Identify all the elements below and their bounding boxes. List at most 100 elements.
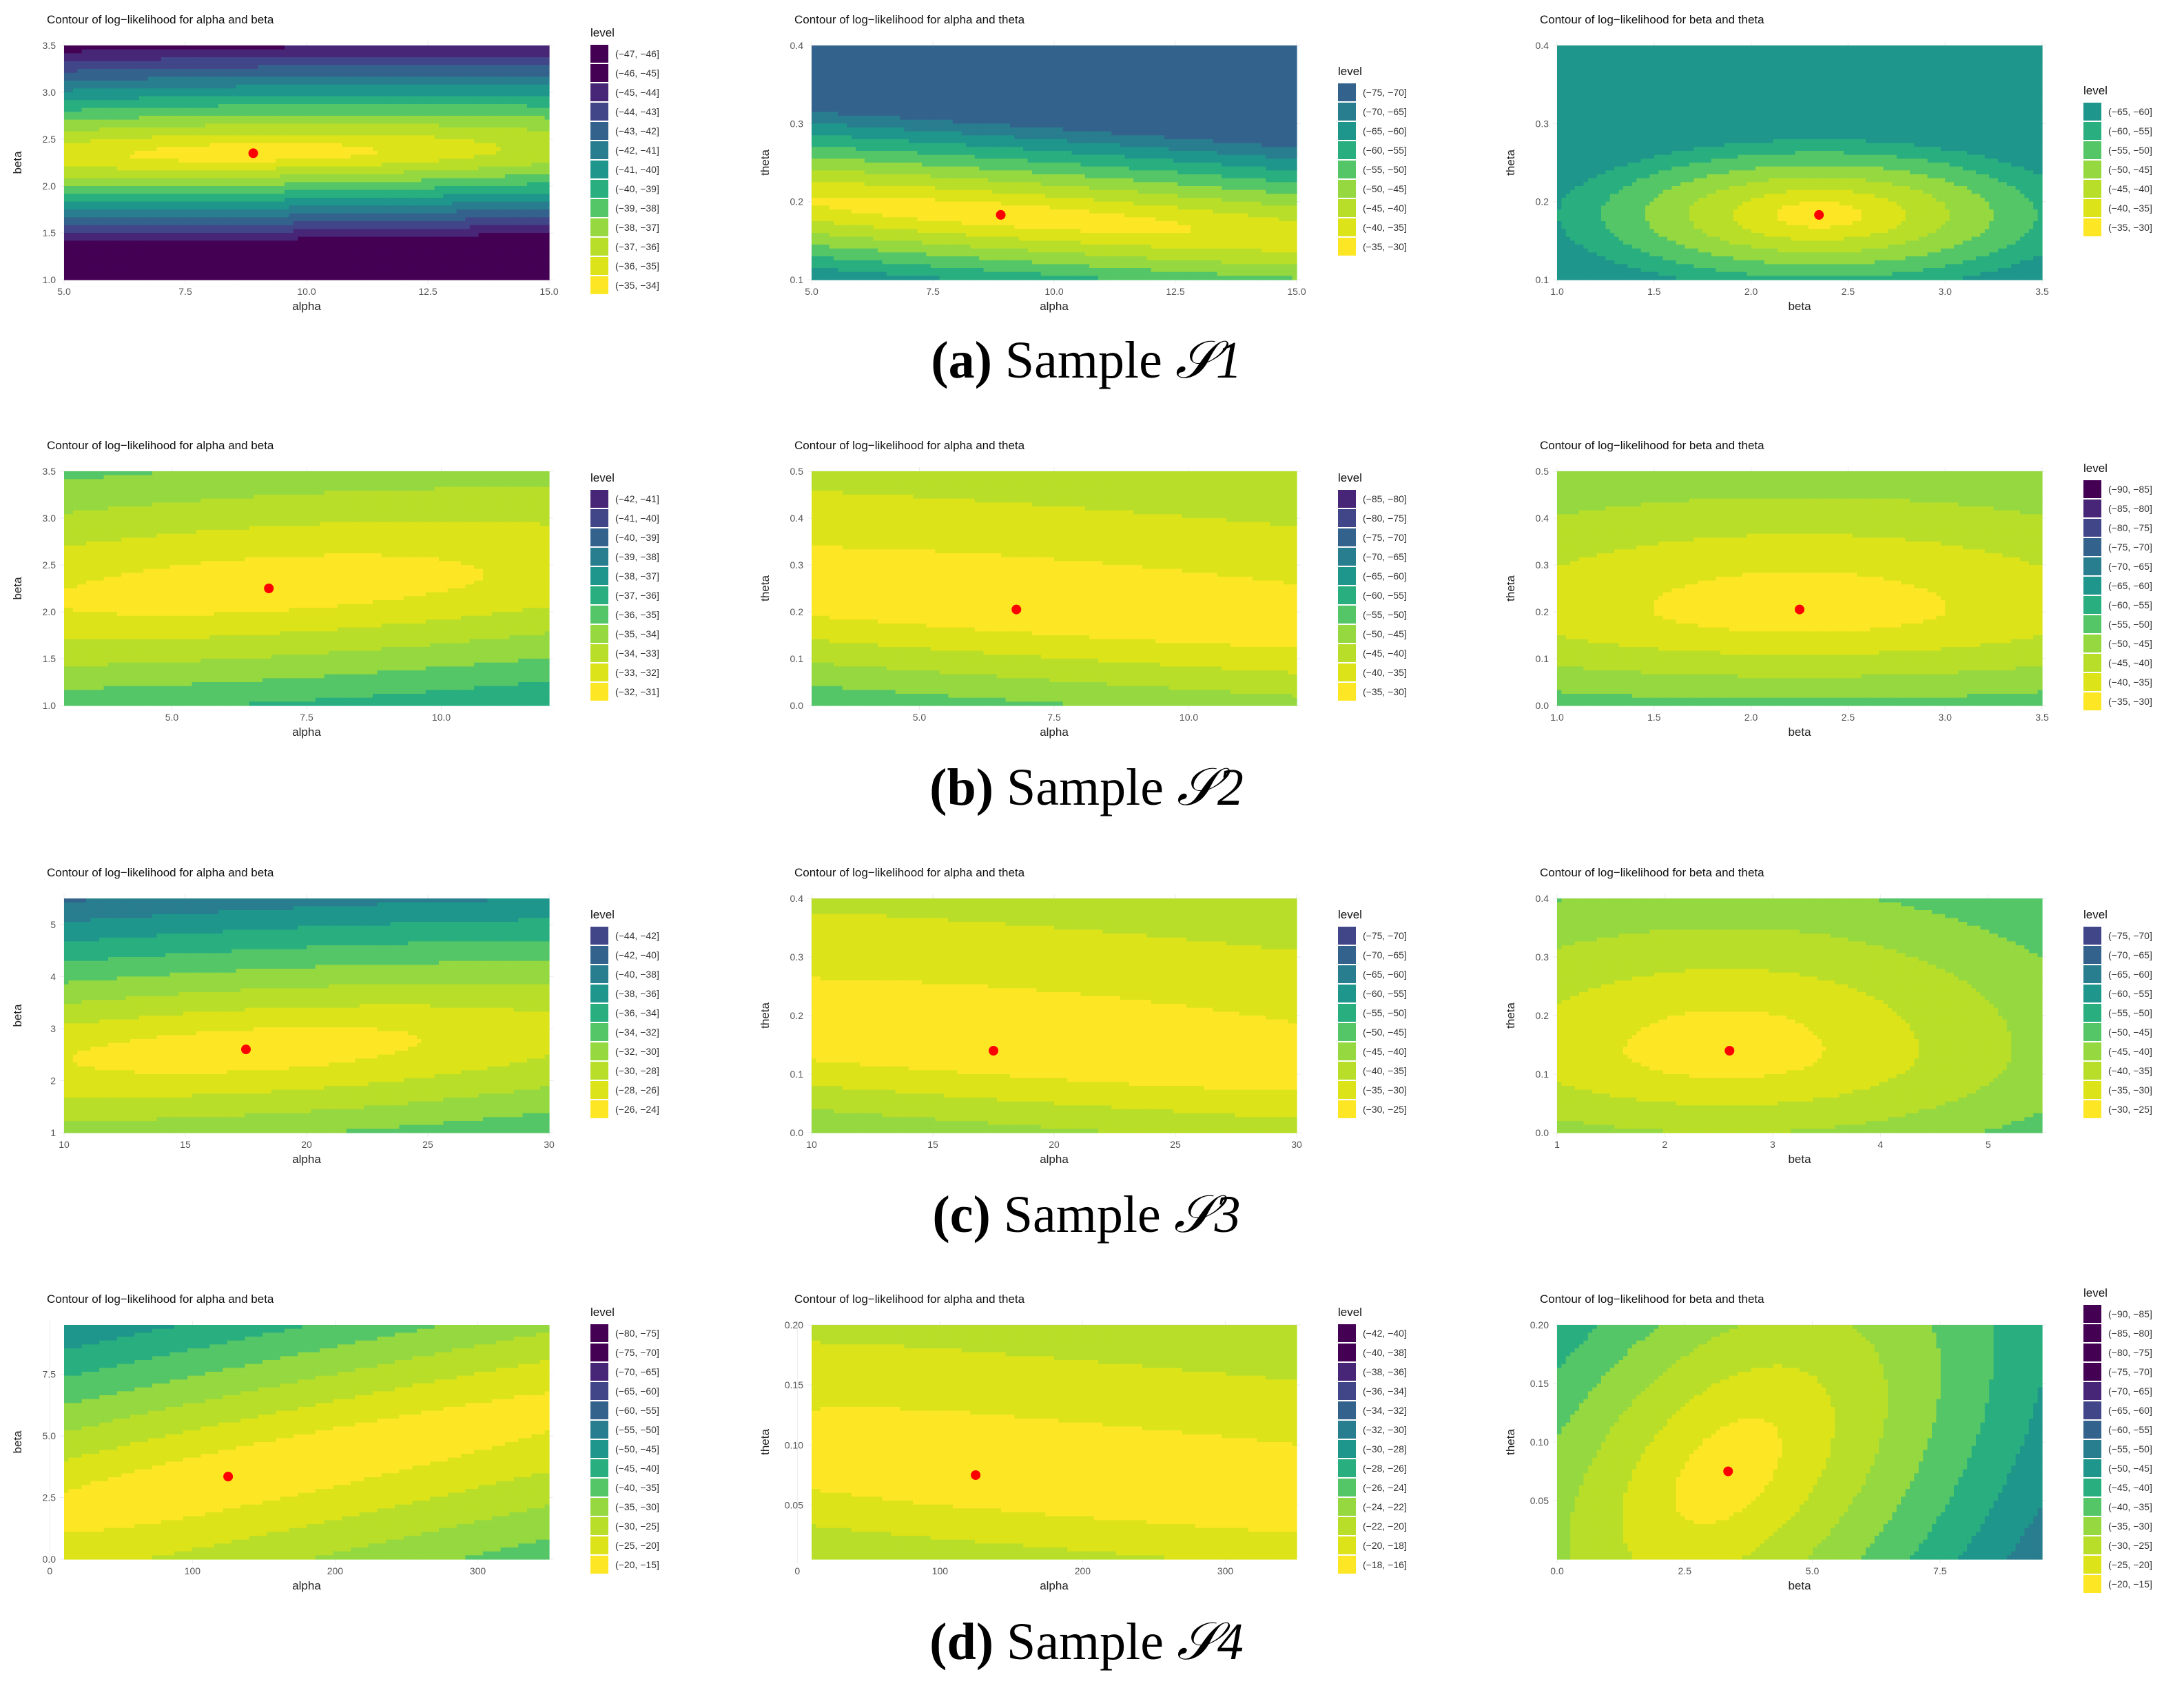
contour-cell [68, 135, 73, 139]
contour-cell [68, 256, 73, 260]
contour-cell [77, 100, 82, 104]
contour-cell [95, 221, 100, 225]
contour-cell [95, 69, 100, 73]
contour-cell [90, 237, 95, 241]
contour-cell [64, 85, 69, 89]
contour-cell [77, 65, 82, 69]
contour-cell [90, 104, 95, 108]
contour-cell [77, 214, 82, 218]
contour-cell [73, 167, 78, 171]
contour-cell [82, 81, 87, 85]
contour-cell [77, 178, 82, 183]
contour-cell [68, 209, 73, 214]
contour-cell [82, 127, 87, 132]
contour-cell [68, 112, 73, 116]
contour-cell [95, 190, 100, 194]
contour-cell [90, 198, 95, 202]
contour-cell [64, 76, 69, 81]
contour-cell [73, 214, 78, 218]
contour-cell [82, 120, 87, 124]
contour-cell [90, 132, 95, 136]
contour-cell [77, 120, 82, 124]
contour-cell [68, 167, 73, 171]
contour-cell [86, 85, 91, 89]
contour-cell [99, 53, 104, 57]
contour-cell [77, 190, 82, 194]
contour-cell [82, 104, 87, 108]
contour-cell [86, 276, 91, 280]
contour-cell [86, 205, 91, 209]
contour-cell [86, 135, 91, 139]
contour-cell [95, 92, 100, 96]
contour-cell [86, 158, 91, 163]
contour-cell [90, 50, 95, 54]
contour-cell [90, 249, 95, 253]
contour-cell [86, 182, 91, 186]
contour-cell [73, 65, 78, 69]
contour-cell [95, 233, 100, 237]
contour-cell [95, 178, 100, 183]
contour-cell [68, 100, 73, 104]
contour-cell [95, 186, 100, 190]
contour-cell [64, 50, 69, 54]
contour-cell [77, 123, 82, 127]
contour-cell [77, 85, 82, 89]
contour-cell [73, 249, 78, 253]
contour-cell [68, 221, 73, 225]
contour-cell [90, 260, 95, 265]
contour-cell [95, 53, 100, 57]
contour-cell [68, 73, 73, 77]
contour-cell [95, 120, 100, 124]
contour-cell [90, 73, 95, 77]
contour-cell [68, 57, 73, 61]
contour-cell [86, 264, 91, 268]
contour-cell [90, 245, 95, 249]
contour-cell [86, 155, 91, 159]
contour-cell [90, 135, 95, 139]
contour-cell [73, 233, 78, 237]
contour-cell [86, 221, 91, 225]
contour-cell [82, 50, 87, 54]
contour-cell [90, 155, 95, 159]
contour-cell [82, 221, 87, 225]
contour-cell [95, 264, 100, 268]
contour-cell [90, 57, 95, 61]
contour-cell [73, 81, 78, 85]
contour-cell [95, 132, 100, 136]
figure-canvas: Contour of log−likelihood for alpha and … [0, 0, 2173, 1708]
contour-cell [95, 57, 100, 61]
contour-cell [64, 190, 69, 194]
contour-cell [90, 116, 95, 120]
contour-cell [64, 69, 69, 73]
contour-cell [64, 214, 69, 218]
contour-cell [68, 104, 73, 108]
contour-cell [73, 158, 78, 163]
contour-cell [73, 96, 78, 101]
contour-cell [95, 143, 100, 147]
contour-cell [86, 100, 91, 104]
contour-cell [64, 256, 69, 260]
contour-cell [90, 252, 95, 256]
contour-cell [64, 252, 69, 256]
contour-cell [68, 170, 73, 174]
contour-cell [73, 85, 78, 89]
contour-cell [82, 163, 87, 167]
contour-cell [68, 245, 73, 249]
contour-cell [64, 132, 69, 136]
contour-cell [82, 198, 87, 202]
contour-cell [95, 272, 100, 276]
contour-cell [90, 240, 95, 245]
contour-cell [77, 221, 82, 225]
contour-cell [73, 151, 78, 155]
contour-cell [77, 147, 82, 151]
contour-cell [86, 170, 91, 174]
contour-cell [86, 123, 91, 127]
contour-cell [82, 85, 87, 89]
contour-cell [82, 272, 87, 276]
contour-cell [64, 260, 69, 265]
contour-cell [73, 174, 78, 178]
contour-cell [86, 240, 91, 245]
contour-cell [90, 202, 95, 206]
contour-cell [64, 205, 69, 209]
contour-cell [86, 209, 91, 214]
